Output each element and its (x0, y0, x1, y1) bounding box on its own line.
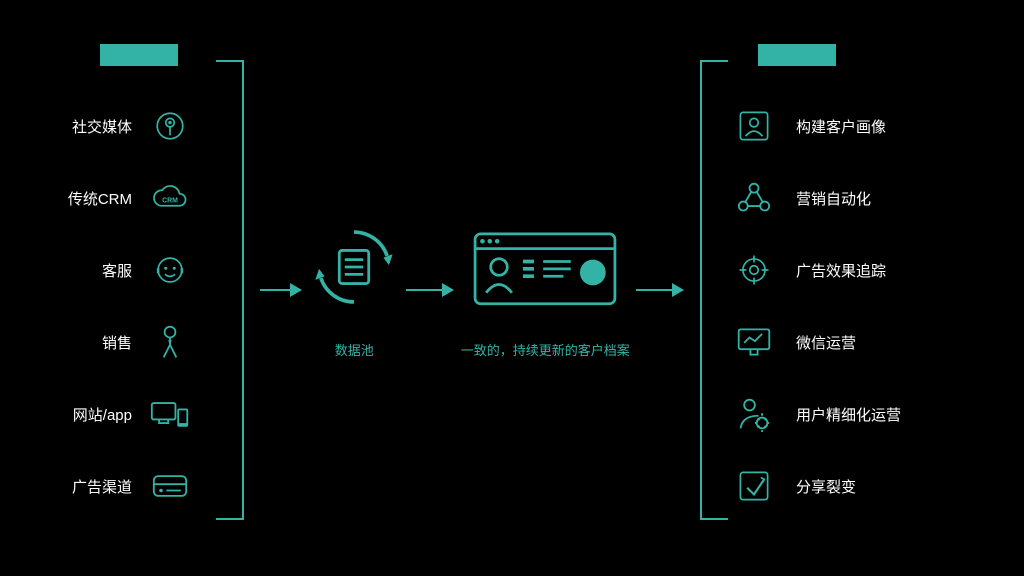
output-label: 分享裂变 (774, 476, 856, 497)
output-row: 广告效果追踪 (734, 234, 994, 306)
source-label: 网站/app (50, 404, 150, 425)
devices-icon (150, 394, 190, 434)
profile-card-caption: 一致的，持续更新的客户档案 (461, 340, 630, 359)
left-header-bar (100, 44, 178, 66)
arrow-icon (260, 283, 302, 297)
ad-card-icon (150, 466, 190, 506)
output-label: 微信运营 (774, 332, 856, 353)
svg-text:CRM: CRM (162, 197, 178, 204)
data-flow-diagram: 社交媒体 传统CRM CRM 客服 销售 网站/app (0, 0, 1024, 576)
output-label: 营销自动化 (774, 188, 871, 209)
crm-cloud-icon: CRM (150, 178, 190, 218)
right-header-bar (758, 44, 836, 66)
output-row: 分享裂变 (734, 450, 994, 522)
arrow-icon (406, 283, 454, 297)
data-pool-caption: 数据池 (335, 340, 374, 359)
source-label: 销售 (50, 332, 150, 353)
output-row: 构建客户画像 (734, 90, 994, 162)
monitor-chart-icon (734, 322, 774, 362)
output-label: 用户精细化运营 (774, 404, 901, 425)
output-label: 广告效果追踪 (774, 260, 886, 281)
automation-nodes-icon (734, 178, 774, 218)
user-gear-icon (734, 394, 774, 434)
target-icon (734, 250, 774, 290)
output-row: 营销自动化 (734, 162, 994, 234)
source-label: 广告渠道 (50, 476, 150, 497)
profile-card-block: 一致的，持续更新的客户档案 (461, 221, 630, 359)
source-row: 客服 (50, 234, 215, 306)
output-row: 用户精细化运营 (734, 378, 994, 450)
output-row: 微信运营 (734, 306, 994, 378)
source-row: 网站/app (50, 378, 215, 450)
source-row: 社交媒体 (50, 90, 215, 162)
source-row: 销售 (50, 306, 215, 378)
podcast-icon (150, 106, 190, 146)
source-label: 客服 (50, 260, 150, 281)
data-pool-block: 数据池 (308, 221, 400, 359)
outputs-column: 构建客户画像 营销自动化 广告效果追踪 微信运营 用户精细化运营 (734, 90, 994, 522)
source-label: 传统CRM (50, 188, 150, 209)
salesperson-icon (150, 322, 190, 362)
portrait-frame-icon (734, 106, 774, 146)
output-label: 构建客户画像 (774, 116, 886, 137)
source-label: 社交媒体 (50, 116, 150, 137)
source-row: 广告渠道 (50, 450, 215, 522)
right-bracket (700, 60, 728, 520)
center-flow: 数据池 一致的，持续更新的客户档案 (260, 190, 684, 390)
left-bracket (216, 60, 244, 520)
headset-face-icon (150, 250, 190, 290)
id-card-icon (470, 221, 620, 318)
share-split-icon (734, 466, 774, 506)
cycle-list-icon (308, 221, 400, 318)
sources-column: 社交媒体 传统CRM CRM 客服 销售 网站/app (50, 90, 215, 522)
arrow-icon (636, 283, 684, 297)
source-row: 传统CRM CRM (50, 162, 215, 234)
